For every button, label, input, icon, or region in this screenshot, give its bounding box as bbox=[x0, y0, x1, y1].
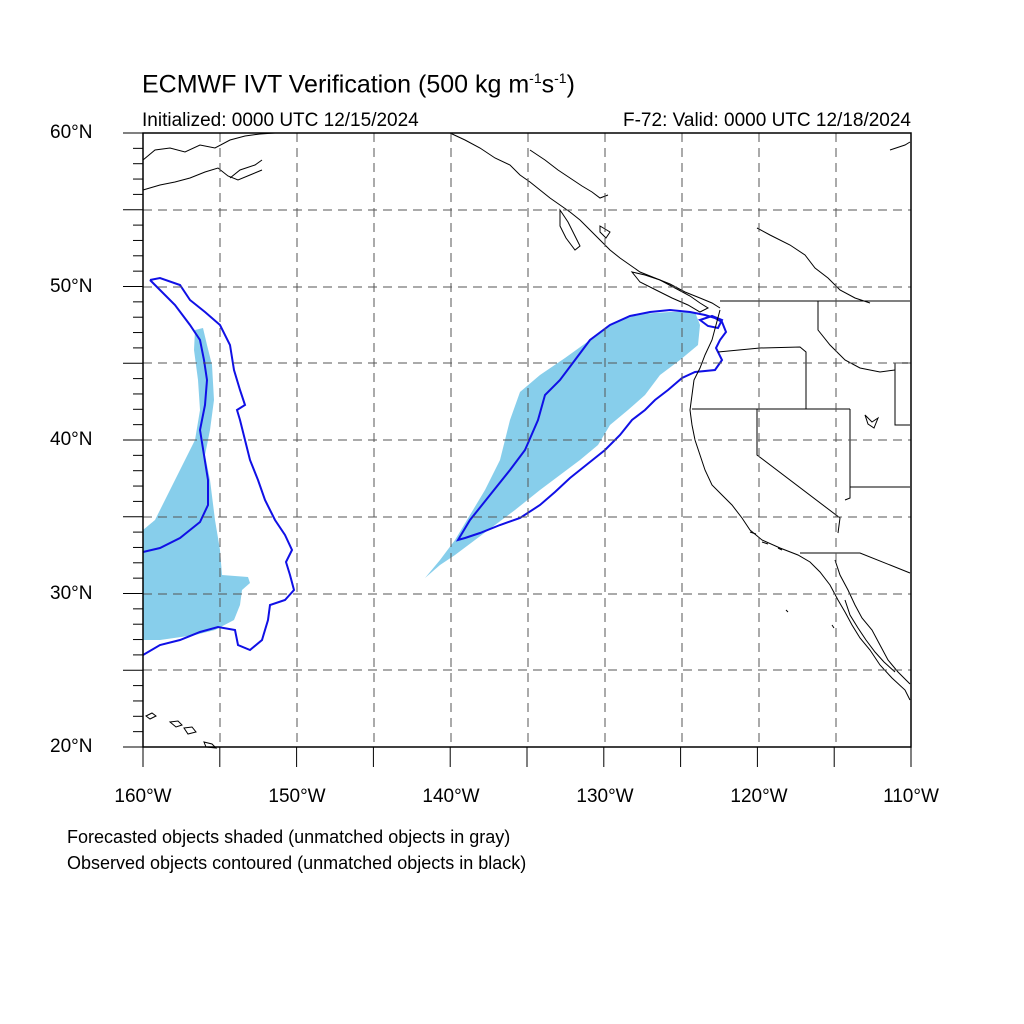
observed-objects bbox=[142, 276, 728, 656]
observed-contour-west bbox=[142, 276, 296, 656]
axis-ticks bbox=[123, 132, 912, 767]
lon-label-120w: 120°W bbox=[730, 786, 788, 807]
lat-label-30: 30°N bbox=[50, 583, 93, 604]
lon-label-160w: 160°W bbox=[114, 786, 172, 807]
observed-contour-east bbox=[455, 308, 728, 542]
coastlines bbox=[142, 132, 911, 749]
graticule bbox=[143, 133, 911, 747]
lon-label-140w: 140°W bbox=[422, 786, 480, 807]
lon-label-110w: 110°W bbox=[883, 786, 939, 807]
lon-label-150w: 150°W bbox=[268, 786, 326, 807]
lat-label-40: 40°N bbox=[50, 429, 93, 450]
chart-title: ECMWF IVT Verification (500 kg m-1s-1) bbox=[142, 70, 575, 99]
forecast-object-west bbox=[143, 328, 250, 640]
init-time-label: Initialized: 0000 UTC 12/15/2024 bbox=[142, 110, 419, 131]
forecast-objects bbox=[143, 312, 700, 640]
lat-label-20: 20°N bbox=[50, 736, 93, 757]
footnote-observed: Observed objects contoured (unmatched ob… bbox=[67, 853, 527, 873]
footnote-forecast: Forecasted objects shaded (unmatched obj… bbox=[67, 827, 511, 847]
lat-label-60: 60°N bbox=[50, 122, 93, 143]
observed-contour-west-inner bbox=[142, 279, 209, 553]
valid-time-label: F-72: Valid: 0000 UTC 12/18/2024 bbox=[623, 110, 911, 131]
forecast-object-east bbox=[425, 312, 700, 578]
lon-label-130w: 130°W bbox=[576, 786, 634, 807]
lat-label-50: 50°N bbox=[50, 276, 93, 297]
observed-contour-east-inner bbox=[697, 314, 724, 330]
